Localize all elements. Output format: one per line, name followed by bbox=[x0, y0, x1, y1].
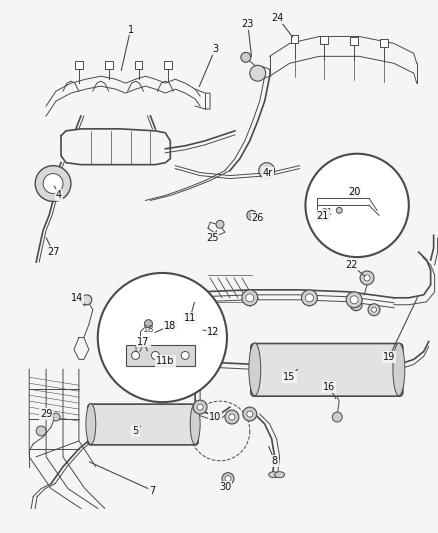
Circle shape bbox=[52, 413, 60, 421]
Text: 11b: 11b bbox=[156, 357, 174, 366]
Bar bbox=[290, 35, 298, 43]
Text: 7: 7 bbox=[149, 486, 155, 496]
Text: 17: 17 bbox=[137, 336, 149, 346]
Circle shape bbox=[301, 290, 317, 306]
FancyBboxPatch shape bbox=[88, 404, 198, 445]
Circle shape bbox=[245, 294, 253, 302]
Text: 15: 15 bbox=[283, 372, 295, 382]
Text: 20: 20 bbox=[347, 188, 360, 197]
Bar bbox=[379, 39, 387, 47]
Text: 21: 21 bbox=[321, 208, 332, 217]
Text: 12: 12 bbox=[206, 327, 219, 336]
Circle shape bbox=[241, 290, 257, 306]
Circle shape bbox=[246, 411, 252, 417]
Circle shape bbox=[353, 302, 358, 307]
Circle shape bbox=[181, 351, 189, 359]
Circle shape bbox=[222, 473, 233, 484]
Text: 17: 17 bbox=[132, 345, 144, 354]
Circle shape bbox=[363, 275, 369, 281]
Circle shape bbox=[249, 213, 253, 217]
Text: 3: 3 bbox=[212, 44, 218, 54]
Circle shape bbox=[350, 296, 357, 304]
Circle shape bbox=[144, 320, 152, 328]
Circle shape bbox=[131, 351, 139, 359]
Bar bbox=[134, 61, 142, 69]
Ellipse shape bbox=[248, 343, 260, 395]
Circle shape bbox=[197, 404, 203, 410]
Circle shape bbox=[318, 211, 328, 220]
Circle shape bbox=[229, 414, 234, 420]
Circle shape bbox=[336, 207, 342, 213]
Circle shape bbox=[258, 163, 274, 179]
Circle shape bbox=[82, 295, 92, 305]
Circle shape bbox=[242, 407, 256, 421]
Bar bbox=[350, 37, 357, 45]
FancyBboxPatch shape bbox=[250, 343, 402, 396]
Text: 27: 27 bbox=[47, 247, 59, 257]
Ellipse shape bbox=[268, 472, 278, 478]
Text: 20: 20 bbox=[348, 188, 359, 197]
Text: 1: 1 bbox=[127, 25, 133, 35]
Ellipse shape bbox=[392, 343, 404, 395]
Circle shape bbox=[249, 65, 265, 81]
Circle shape bbox=[359, 271, 373, 285]
Circle shape bbox=[332, 412, 342, 422]
Circle shape bbox=[371, 307, 376, 312]
Ellipse shape bbox=[190, 403, 200, 445]
Text: 23: 23 bbox=[241, 19, 254, 29]
Bar bbox=[320, 36, 328, 44]
Bar bbox=[105, 61, 113, 69]
Circle shape bbox=[187, 292, 203, 308]
Circle shape bbox=[191, 296, 199, 304]
Circle shape bbox=[98, 273, 226, 402]
Text: 11: 11 bbox=[184, 313, 196, 322]
Circle shape bbox=[215, 220, 223, 228]
Circle shape bbox=[224, 410, 238, 424]
Text: 21: 21 bbox=[315, 211, 328, 221]
Circle shape bbox=[36, 426, 46, 436]
Ellipse shape bbox=[274, 472, 284, 478]
Circle shape bbox=[193, 400, 207, 414]
Circle shape bbox=[305, 294, 313, 302]
Circle shape bbox=[305, 154, 408, 257]
Circle shape bbox=[246, 211, 256, 220]
Ellipse shape bbox=[86, 403, 95, 445]
Bar bbox=[125, 344, 195, 366]
Text: 19: 19 bbox=[382, 352, 394, 362]
Text: 10: 10 bbox=[208, 412, 221, 422]
Text: 18: 18 bbox=[142, 325, 154, 334]
Text: 8: 8 bbox=[271, 456, 277, 466]
Text: 24: 24 bbox=[271, 13, 283, 22]
Text: 5: 5 bbox=[132, 426, 138, 436]
Circle shape bbox=[350, 299, 361, 311]
Text: 4r: 4r bbox=[262, 167, 272, 177]
Circle shape bbox=[43, 174, 63, 193]
Circle shape bbox=[35, 166, 71, 201]
Text: 22: 22 bbox=[344, 260, 357, 270]
Circle shape bbox=[346, 292, 361, 308]
Text: 14: 14 bbox=[71, 293, 83, 303]
Text: 29: 29 bbox=[40, 409, 52, 419]
Circle shape bbox=[240, 52, 250, 62]
Text: 25: 25 bbox=[205, 233, 218, 243]
Text: 4: 4 bbox=[56, 190, 62, 200]
Text: 26: 26 bbox=[251, 213, 263, 223]
Bar bbox=[75, 61, 83, 69]
Bar bbox=[164, 61, 172, 69]
Text: 16: 16 bbox=[322, 382, 335, 392]
Text: 18: 18 bbox=[164, 321, 176, 330]
Circle shape bbox=[151, 351, 159, 359]
Text: 30: 30 bbox=[218, 482, 230, 491]
Circle shape bbox=[367, 304, 379, 316]
Circle shape bbox=[224, 475, 230, 482]
